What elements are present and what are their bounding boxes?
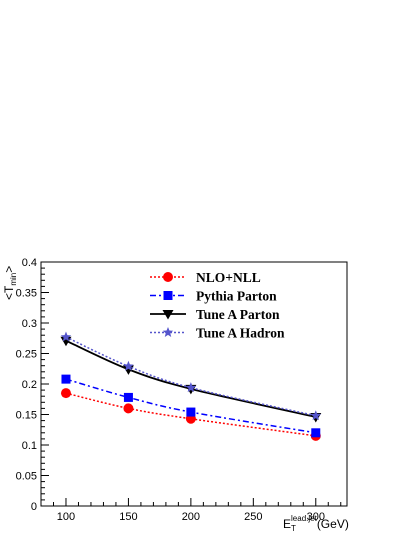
data-point-pythia-parton bbox=[123, 392, 133, 402]
x-axis-title-sup: lead.jet bbox=[291, 514, 318, 523]
data-point-pythia-parton bbox=[311, 428, 321, 438]
x-tick-label: 300 bbox=[307, 511, 325, 523]
y-tick-label: 0.2 bbox=[22, 379, 37, 391]
x-tick-label: 100 bbox=[57, 511, 75, 523]
legend-marker-tune-a-hadron bbox=[162, 327, 174, 337]
y-tick-label: 0.25 bbox=[16, 349, 37, 361]
y-tick-label: 0 bbox=[31, 501, 37, 513]
legend-label-pythia-parton: Pythia Parton bbox=[196, 289, 277, 304]
plot-frame bbox=[40, 261, 348, 507]
series-line-pythia-parton bbox=[65, 378, 316, 434]
x-tick-label: 150 bbox=[119, 511, 137, 523]
y-axis-title: <Tmin> bbox=[2, 266, 18, 300]
data-point-tune-a-hadron bbox=[123, 360, 134, 371]
data-point-pythia-parton bbox=[186, 407, 196, 417]
series-layer bbox=[60, 331, 322, 441]
legend-label-tune-a-hadron: Tune A Hadron bbox=[196, 326, 285, 341]
legend: NLO+NLL Pythia Parton Tune A Parton Tune A … bbox=[150, 270, 285, 341]
y-tick-label: 0.1 bbox=[22, 440, 37, 452]
legend-marker-nlo-nll bbox=[163, 272, 173, 282]
y-tick-label: 0.05 bbox=[16, 471, 37, 483]
data-point-tune-a-parton bbox=[122, 365, 134, 375]
x-axis-title: Elead.jet(GeV) bbox=[283, 514, 349, 531]
data-point-tune-a-hadron bbox=[60, 331, 72, 342]
y-axis-title-close: > bbox=[2, 266, 16, 273]
x-axis: 100 150 200 250 300 bbox=[40, 498, 342, 523]
x-axis-title-main: E bbox=[283, 517, 291, 531]
y-tick-label: 0.35 bbox=[16, 288, 37, 300]
x-axis-title-sub: T bbox=[291, 524, 296, 533]
legend-label-nlo-nll: NLO+NLL bbox=[196, 270, 261, 285]
y-axis: 0 0.05 0.1 0.15 0.2 0.25 0.3 0.35 0.4 bbox=[16, 257, 49, 513]
y-tick-label: 0.3 bbox=[22, 318, 37, 330]
data-point-tune-a-parton bbox=[60, 336, 72, 347]
y-axis-title-sub: min bbox=[9, 273, 18, 286]
legend-marker-pythia-parton bbox=[163, 291, 173, 300]
data-point-tune-a-hadron bbox=[310, 410, 322, 421]
x-tick-label: 200 bbox=[182, 511, 200, 523]
series-line-tune-a-parton bbox=[65, 339, 316, 418]
x-axis-title-unit: (GeV) bbox=[317, 517, 349, 531]
series-line-tune-a-hadron bbox=[65, 336, 316, 417]
legend-label-tune-a-parton: Tune A Parton bbox=[196, 307, 280, 322]
legend-marker-tune-a-parton bbox=[162, 310, 174, 320]
data-point-tune-a-hadron bbox=[185, 382, 197, 393]
series-line-nlo-nll bbox=[65, 392, 316, 437]
x-tick-label: 250 bbox=[244, 511, 262, 523]
data-point-nlo-nll bbox=[123, 403, 134, 414]
y-axis-title-main: <T bbox=[2, 285, 16, 300]
data-point-pythia-parton bbox=[61, 374, 71, 384]
data-point-nlo-nll bbox=[60, 388, 71, 399]
y-tick-label: 0.4 bbox=[22, 257, 37, 269]
y-tick-label: 0.15 bbox=[16, 410, 37, 422]
